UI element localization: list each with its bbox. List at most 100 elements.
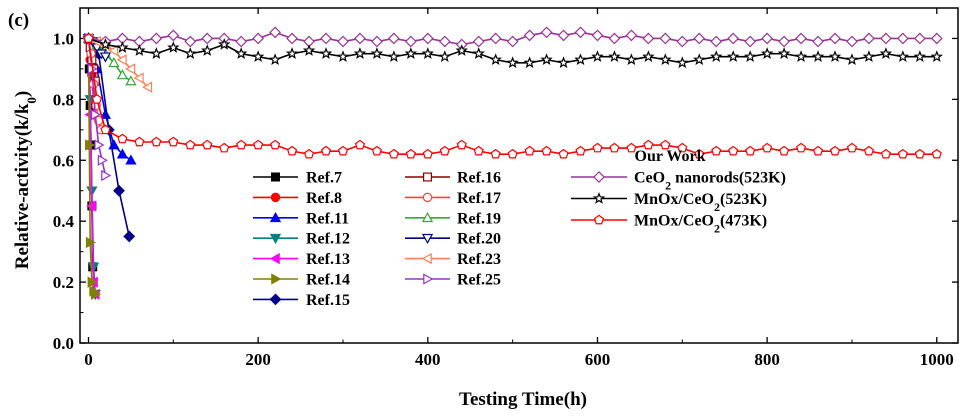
data-point (762, 142, 773, 153)
data-point (897, 148, 908, 159)
data-point (728, 145, 739, 156)
legend-entry-ceo2-nanorods-523k: CeO2 nanorods(523K) (571, 170, 786, 193)
data-point (879, 32, 892, 45)
data-point (489, 53, 502, 66)
data-point (370, 47, 384, 59)
data-point (659, 53, 672, 66)
data-point (676, 35, 689, 48)
data-point (150, 32, 163, 45)
data-point (286, 145, 298, 156)
data-point (795, 32, 807, 45)
data-point (862, 50, 876, 62)
data-point (760, 47, 774, 59)
legend-entry-ref-25: Ref.25 (405, 272, 501, 289)
data-point (914, 148, 925, 159)
data-point (252, 32, 265, 45)
data-point (270, 139, 281, 150)
data-point (285, 47, 299, 59)
data-point (591, 29, 604, 42)
x-tick-label: 0 (84, 350, 93, 369)
data-point (354, 32, 366, 45)
data-point (727, 50, 740, 62)
data-point (896, 50, 910, 62)
panel-label: (c) (8, 10, 29, 31)
y-tick-label: 0.2 (53, 273, 74, 292)
data-point (302, 44, 316, 56)
data-point (591, 50, 604, 62)
data-point (87, 276, 98, 288)
data-point (795, 142, 807, 153)
legend-marker (270, 172, 281, 182)
legend-entry-ref-14: Ref.14 (253, 272, 350, 289)
legend-marker (270, 192, 281, 203)
y-tick-label: 0.4 (53, 212, 75, 231)
data-point (930, 50, 943, 62)
data-point (405, 148, 416, 159)
data-point (609, 142, 620, 153)
legend-label: CeO2 nanorods(523K) (634, 170, 786, 193)
data-point (523, 29, 536, 42)
legend-marker (271, 273, 282, 285)
y-tick-label: 0.0 (53, 334, 74, 353)
data-point (727, 32, 740, 45)
legend-entry-ref-12: Ref.12 (253, 231, 350, 248)
data-point (540, 53, 553, 66)
data-point (125, 154, 137, 165)
data-point (91, 94, 103, 104)
data-point (472, 35, 485, 48)
data-point (472, 47, 485, 59)
legend-marker (421, 211, 434, 223)
data-point (812, 145, 824, 156)
y-tick-label: 1.0 (53, 29, 74, 48)
legend-marker (269, 211, 282, 223)
data-point (863, 32, 875, 45)
data-point (473, 145, 484, 156)
plot-area: 0 200 400 600 800 1000 0.0 0.2 0.4 0.6 0.8 1.0 (53, 7, 959, 369)
data-point (387, 50, 401, 62)
data-point (125, 63, 136, 75)
data-point (125, 75, 137, 86)
data-point (150, 47, 163, 59)
legend-marker (269, 233, 282, 245)
data-point (388, 148, 399, 159)
legend-marker (422, 192, 433, 203)
legend-label: Ref.11 (306, 210, 349, 227)
data-point (863, 145, 875, 156)
data-point (269, 26, 282, 39)
legend: Ref.7 Ref.8 Ref.11 Ref.12 Ref.13 Ref.14 Ref.15… (253, 148, 786, 309)
legend-label: Ref.14 (306, 272, 350, 289)
data-point (85, 139, 96, 151)
data-point (829, 32, 841, 45)
y-axis-title: Relative-activity(k/k0) (12, 91, 39, 270)
data-point (438, 50, 451, 62)
data-point (557, 29, 570, 42)
data-point (421, 32, 434, 45)
data-point (303, 148, 315, 159)
legend-marker (421, 252, 432, 265)
data-point (540, 26, 553, 39)
data-point (116, 41, 129, 53)
data-point (94, 139, 105, 151)
data-point (541, 145, 552, 156)
legend-label: Ref.25 (457, 272, 501, 289)
data-point (123, 230, 136, 243)
legend-label: Ref.13 (306, 251, 350, 268)
data-point (845, 53, 859, 66)
data-point (422, 148, 433, 159)
data-point (506, 35, 519, 48)
series-ceo2-nanorods-523k (82, 26, 943, 51)
data-point (693, 32, 706, 45)
data-point (218, 38, 231, 50)
legend-label: Ref.23 (457, 251, 501, 268)
data-point (268, 53, 282, 66)
data-point (626, 142, 637, 153)
data-point (879, 47, 893, 59)
data-point (846, 142, 858, 153)
data-point (779, 145, 790, 156)
data-point (880, 148, 891, 159)
legend-entry-ref-20: Ref.20 (405, 231, 501, 248)
data-point (846, 35, 858, 48)
data-point (523, 56, 536, 69)
data-point (642, 50, 655, 62)
data-point (251, 50, 265, 62)
